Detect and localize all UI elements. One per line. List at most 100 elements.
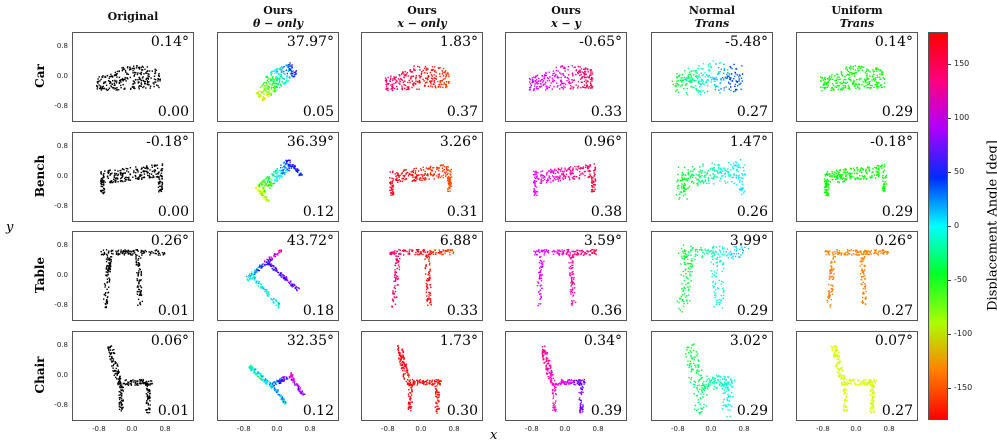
data-point [720, 178, 722, 180]
data-point [562, 86, 564, 89]
data-point [284, 165, 286, 167]
data-point [123, 252, 125, 255]
data-point [882, 174, 884, 177]
data-point [716, 265, 718, 268]
row-label: Bench [33, 154, 47, 198]
data-point [846, 249, 849, 251]
data-point [109, 271, 111, 273]
data-point [824, 251, 826, 253]
data-point [859, 178, 861, 180]
data-point [132, 250, 135, 252]
data-point [161, 181, 163, 183]
data-point [543, 254, 545, 256]
data-point [714, 78, 716, 80]
data-point [686, 179, 688, 181]
data-point [274, 169, 277, 172]
data-point [395, 255, 397, 257]
data-point [554, 176, 556, 178]
data-point [690, 280, 692, 282]
data-point [715, 292, 717, 295]
data-point [267, 259, 270, 262]
data-point [291, 283, 293, 285]
data-point [253, 276, 256, 278]
data-point [140, 290, 142, 293]
data-point [878, 168, 880, 170]
data-point [695, 71, 697, 73]
data-point [401, 172, 403, 174]
data-point [685, 256, 687, 258]
data-point [539, 276, 541, 278]
data-point [589, 164, 591, 166]
data-point [731, 176, 733, 179]
data-point [880, 252, 882, 254]
data-point [852, 253, 854, 255]
data-point [560, 76, 562, 79]
data-point [707, 178, 710, 180]
data-point [572, 178, 574, 180]
data-point [262, 83, 264, 85]
data-point [126, 72, 128, 74]
data-point [830, 260, 832, 263]
data-point [883, 251, 886, 253]
data-point [571, 172, 574, 175]
data-point [280, 170, 282, 172]
data-point [731, 67, 733, 70]
data-point [419, 179, 421, 181]
data-point [698, 90, 700, 92]
data-point [830, 298, 833, 301]
data-point [275, 83, 277, 85]
data-point [561, 174, 563, 176]
data-point [575, 73, 577, 76]
data-point [133, 67, 135, 69]
data-point [265, 183, 268, 185]
data-point [445, 86, 447, 88]
data-point [143, 173, 146, 175]
data-point [163, 252, 166, 254]
data-point [140, 80, 143, 82]
data-point [536, 81, 539, 83]
data-point [398, 253, 400, 255]
data-point [291, 64, 293, 66]
data-point [573, 178, 576, 180]
data-point [135, 79, 137, 81]
data-point [267, 263, 269, 265]
data-point [830, 265, 833, 268]
data-point [281, 175, 283, 177]
data-point [137, 380, 139, 382]
data-point [126, 250, 128, 252]
data-point [442, 176, 444, 179]
data-point [278, 251, 281, 254]
data-point [689, 268, 691, 270]
data-point [415, 78, 417, 80]
data-point [702, 165, 704, 167]
data-point [109, 264, 112, 266]
data-point [430, 174, 432, 176]
data-point [734, 75, 736, 77]
data-point [256, 190, 259, 192]
data-point [449, 176, 452, 179]
data-point [281, 166, 284, 169]
data-point [108, 346, 110, 348]
data-point [122, 79, 125, 81]
scatter-panel: -5.48° 0.27 [651, 32, 773, 122]
data-point [281, 173, 284, 175]
data-point [113, 374, 115, 377]
data-point [882, 252, 884, 255]
row-label: Car [33, 64, 47, 88]
data-point [587, 176, 589, 179]
data-point [564, 169, 566, 171]
data-point [445, 167, 448, 170]
data-point [420, 252, 422, 254]
data-point [534, 184, 536, 187]
data-point [695, 253, 697, 255]
data-point [689, 81, 691, 83]
data-point [289, 163, 291, 165]
data-point [161, 164, 164, 166]
data-point [740, 188, 742, 191]
data-point [254, 278, 256, 280]
data-point [704, 248, 706, 251]
data-point [727, 168, 729, 170]
data-point [590, 74, 592, 76]
data-point [118, 381, 120, 383]
data-point [702, 68, 704, 70]
